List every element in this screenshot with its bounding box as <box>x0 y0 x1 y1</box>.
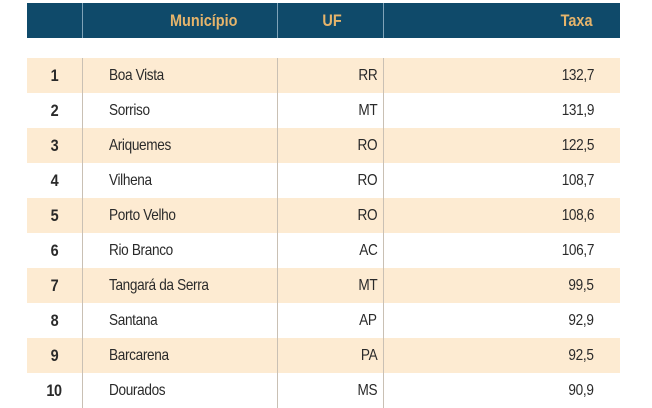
cell-rank: 6 <box>50 240 59 260</box>
cell-rank: 5 <box>50 205 59 225</box>
cell-municipio: Dourados <box>82 373 277 408</box>
cell-rank: 1 <box>50 65 59 85</box>
table-row: 9 Barcarena PA 92,5 <box>27 338 620 373</box>
cell-municipio: Tangará da Serra <box>82 268 277 303</box>
cell-uf: AP <box>277 303 383 338</box>
ranking-table: Município UF Taxa 1 Boa Vista RR 132,7 2 Sorr… <box>27 3 620 408</box>
table-row: 5 Porto Velho RO 108,6 <box>27 198 620 233</box>
header-rank <box>27 3 82 38</box>
header-uf: UF <box>277 3 383 38</box>
cell-taxa: 92,9 <box>383 303 620 338</box>
cell-uf: AC <box>277 233 383 268</box>
cell-municipio: Vilhena <box>82 163 277 198</box>
cell-municipio: Ariquemes <box>82 128 277 163</box>
cell-rank: 10 <box>46 380 63 400</box>
cell-uf: PA <box>277 338 383 373</box>
cell-rank: 3 <box>50 135 59 155</box>
table-row: 10 Dourados MS 90,9 <box>27 373 620 408</box>
header-taxa: Taxa <box>383 3 620 38</box>
table-row: 2 Sorriso MT 131,9 <box>27 93 620 128</box>
table-row: 7 Tangará da Serra MT 99,5 <box>27 268 620 303</box>
table-row: 8 Santana AP 92,9 <box>27 303 620 338</box>
table-row: 4 Vilhena RO 108,7 <box>27 163 620 198</box>
cell-municipio: Sorriso <box>82 93 277 128</box>
cell-municipio: Boa Vista <box>82 58 277 93</box>
cell-uf: RO <box>277 128 383 163</box>
cell-municipio: Barcarena <box>82 338 277 373</box>
table-row: 1 Boa Vista RR 132,7 <box>27 58 620 93</box>
cell-rank: 8 <box>50 310 59 330</box>
table-header: Município UF Taxa <box>27 3 620 38</box>
cell-uf: MT <box>277 93 383 128</box>
table-row: 6 Rio Branco AC 106,7 <box>27 233 620 268</box>
cell-taxa: 122,5 <box>383 128 620 163</box>
cell-uf: RO <box>277 163 383 198</box>
cell-taxa: 99,5 <box>383 268 620 303</box>
cell-uf: RR <box>277 58 383 93</box>
cell-taxa: 106,7 <box>383 233 620 268</box>
cell-municipio: Santana <box>82 303 277 338</box>
cell-municipio: Porto Velho <box>82 198 277 233</box>
cell-taxa: 90,9 <box>383 373 620 408</box>
cell-taxa: 108,6 <box>383 198 620 233</box>
cell-uf: MT <box>277 268 383 303</box>
cell-municipio: Rio Branco <box>82 233 277 268</box>
cell-taxa: 132,7 <box>383 58 620 93</box>
cell-taxa: 108,7 <box>383 163 620 198</box>
cell-rank: 2 <box>50 100 59 120</box>
table-row: 3 Ariquemes RO 122,5 <box>27 128 620 163</box>
cell-taxa: 131,9 <box>383 93 620 128</box>
cell-rank: 9 <box>50 345 59 365</box>
header-municipio: Município <box>82 3 277 38</box>
table-body: 1 Boa Vista RR 132,7 2 Sorriso MT 131,9 3 Ariquem… <box>27 58 620 408</box>
cell-taxa: 92,5 <box>383 338 620 373</box>
cell-rank: 4 <box>50 170 59 190</box>
cell-rank: 7 <box>50 275 59 295</box>
cell-uf: MS <box>277 373 383 408</box>
cell-uf: RO <box>277 198 383 233</box>
